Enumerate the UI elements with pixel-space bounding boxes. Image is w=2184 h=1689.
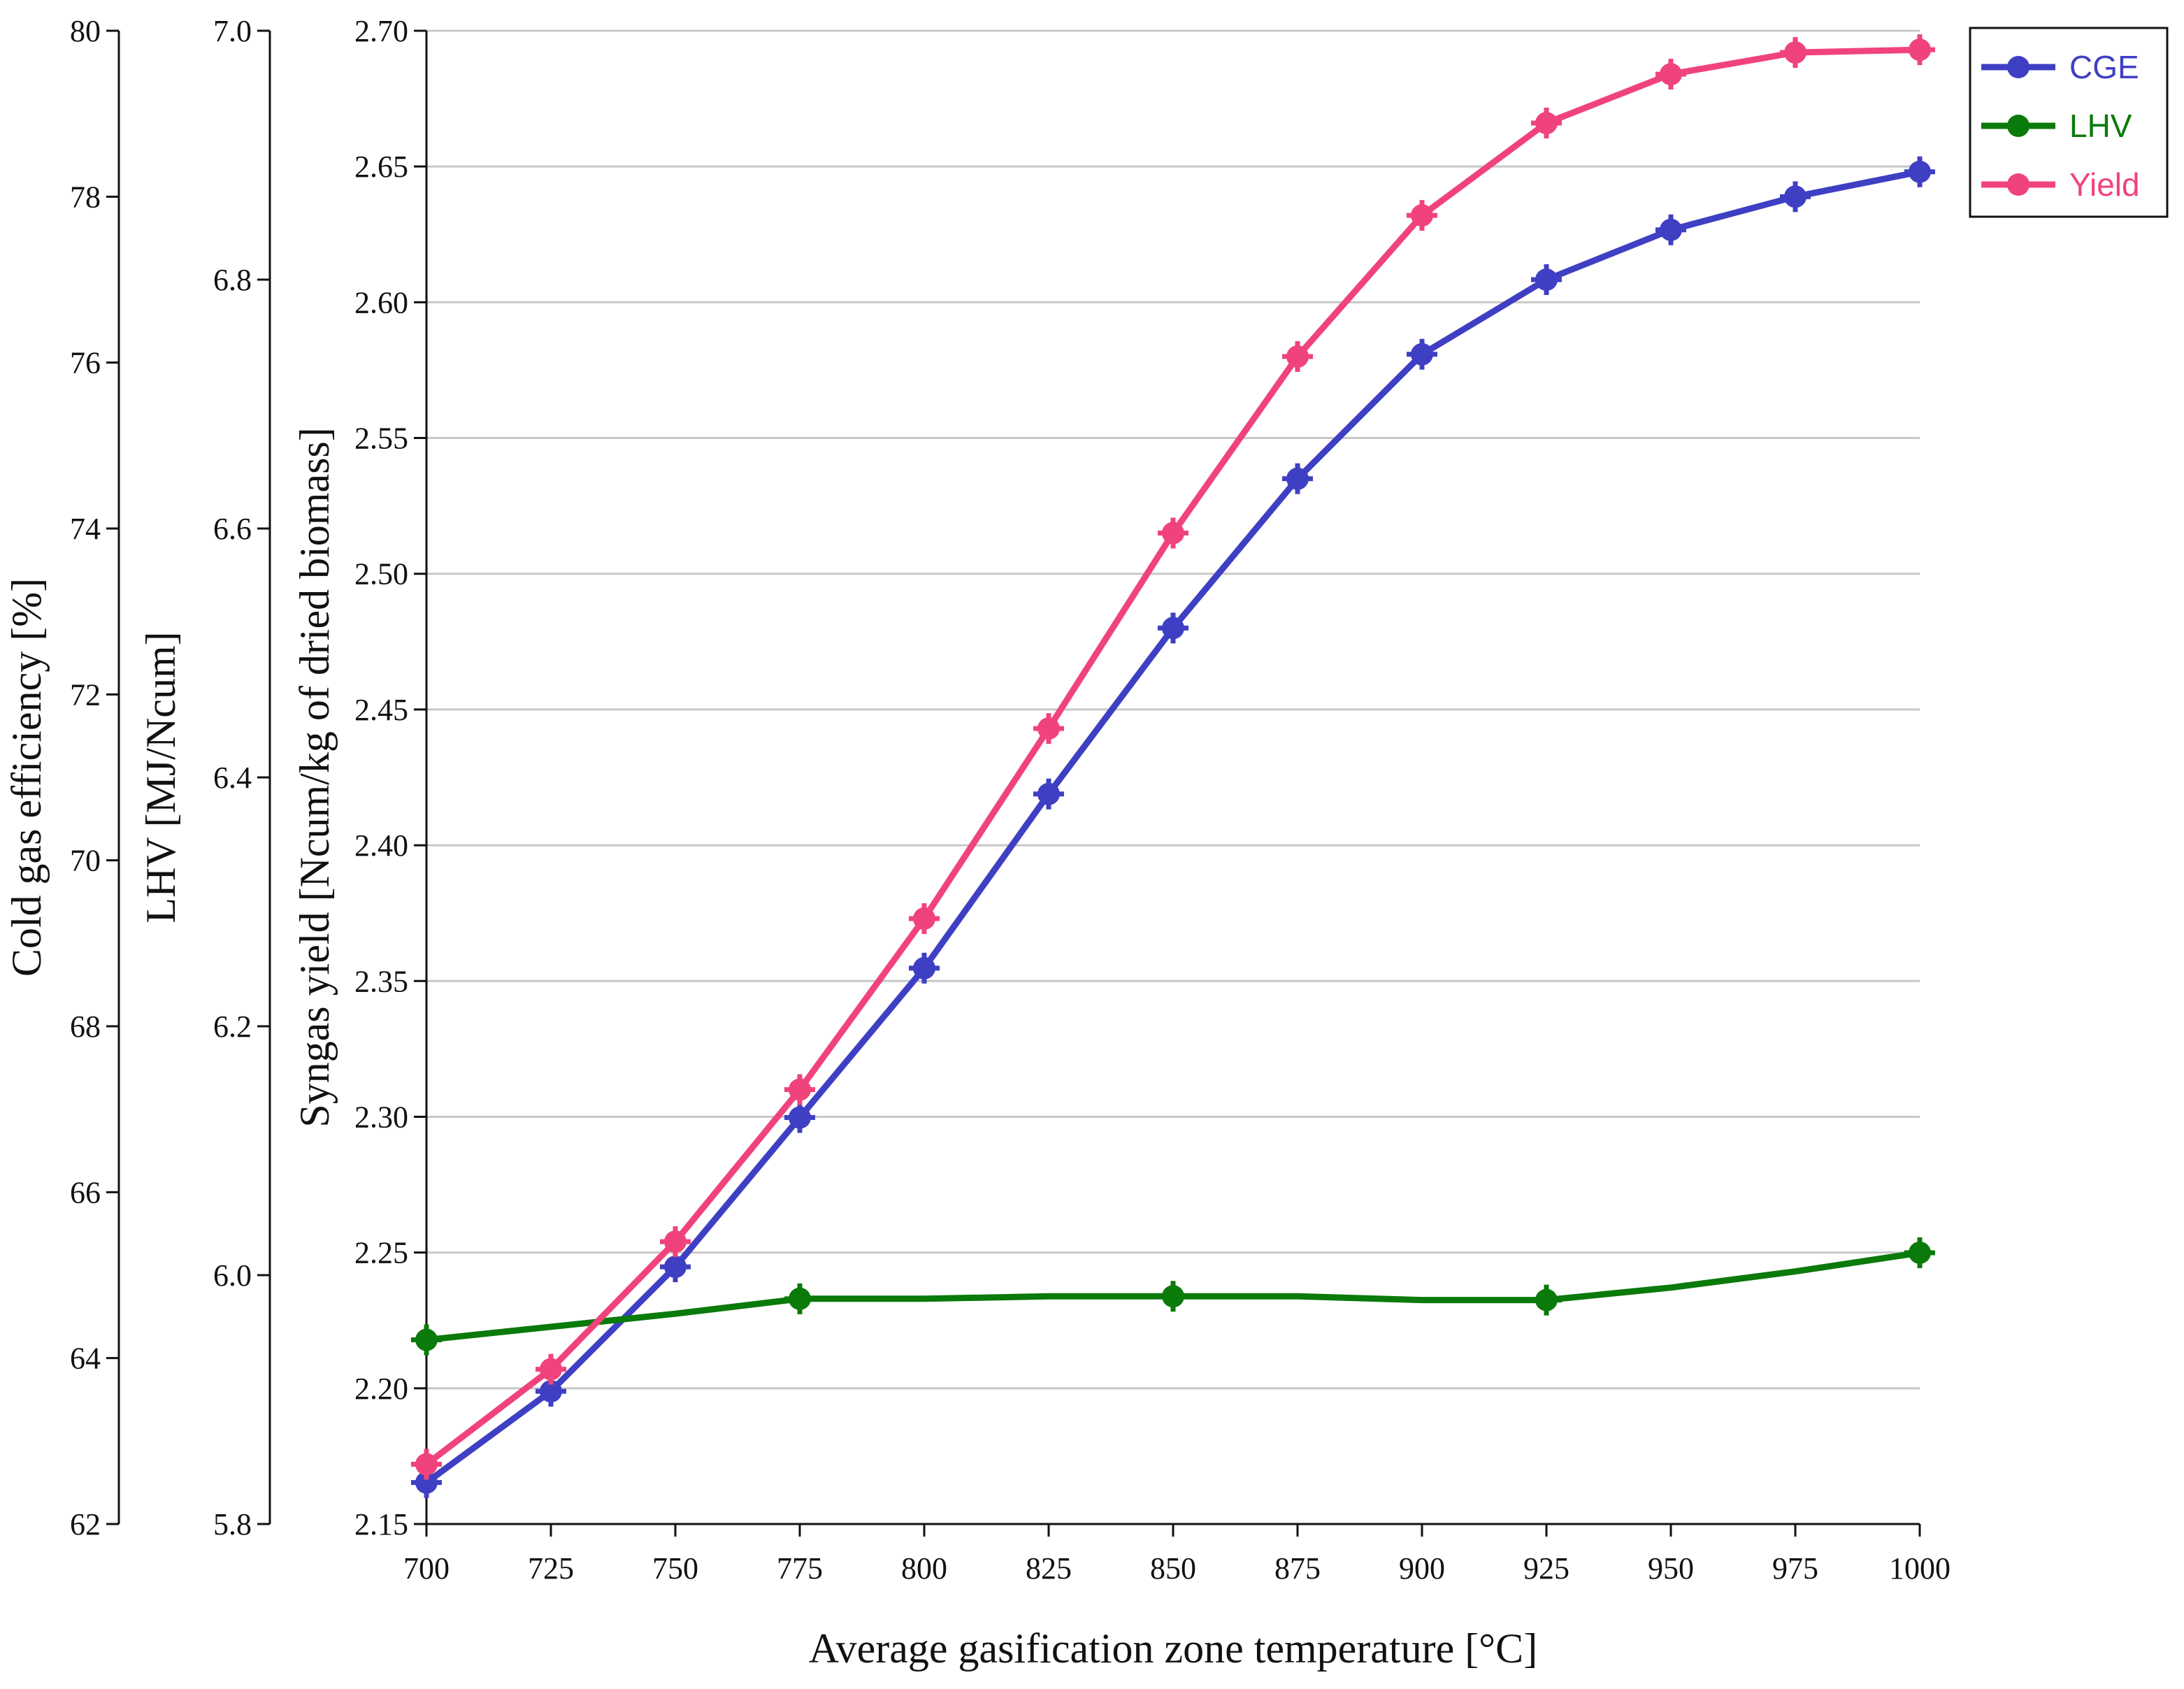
x-tick-label: 925 [1523,1551,1569,1586]
lhv-tick-label: 6.4 [213,761,252,795]
axes: 62 64 66 68 70 72 74 76 78 80 Cold gas efficiency … [3,14,1950,1672]
cge-tick-label: 64 [70,1342,101,1376]
yield-tick-label: 2.70 [354,14,408,48]
cge-tick-label: 66 [70,1175,101,1209]
yield-tick-label: 2.15 [354,1507,408,1541]
cge-tick-label: 76 [70,346,101,380]
lhv-tick-label: 6.8 [213,263,252,297]
lhv-tick-label: 6.0 [213,1258,252,1293]
lhv-axis-label: LHV [MJ/Ncum] [138,631,184,923]
yield-tick-label: 2.25 [354,1236,408,1270]
x-tick-label: 850 [1150,1551,1196,1586]
lhv-line [423,1249,1923,1344]
yield-tick-label: 2.35 [354,964,408,998]
gridlines [426,29,1920,1390]
x-tick-label: 950 [1648,1551,1694,1586]
x-tick-label: 700 [403,1551,450,1586]
cge-tick-label: 74 [70,512,101,546]
lhv-tick-label: 6.6 [213,512,252,546]
cge-tick-label: 68 [70,1009,101,1044]
x-tick-label: 975 [1772,1551,1818,1586]
x-tick-label: 800 [901,1551,947,1586]
lhv-tick-label: 7.0 [213,14,252,48]
yield-axis-label: Syngas yield [Ncum/kg of dried biomass] [292,427,338,1128]
legend-marker-lhv [2007,115,2029,137]
x-tick-label: 725 [528,1551,574,1586]
legend-label-cge: CGE [2069,49,2139,85]
x-tick-label: 750 [652,1551,698,1586]
lhv-tick-label: 6.2 [213,1009,252,1044]
cge-tick-label: 80 [70,14,101,48]
x-axis-label: Average gasification zone temperature [°… [809,1625,1537,1672]
x-tick-label: 875 [1274,1551,1321,1586]
x-tick-label: 900 [1399,1551,1445,1586]
x-tick-label: 775 [777,1551,823,1586]
x-tick-label: 825 [1026,1551,1072,1586]
cge-tick-label: 62 [70,1507,101,1541]
lhv-tick-label: 5.8 [213,1507,252,1541]
cge-tick-label: 70 [70,844,101,878]
yield-tick-label: 2.30 [354,1100,408,1134]
legend[interactable]: CGE LHV Yield [1969,27,2169,218]
legend-label-lhv: LHV [2069,108,2132,144]
series-layer [411,34,1935,1498]
legend-marker-cge [2007,56,2029,78]
yield-tick-label: 2.45 [354,693,408,727]
legend-marker-yield [2007,173,2029,196]
yield-tick-label: 2.50 [354,557,408,591]
yield-tick-label: 2.65 [354,150,408,184]
yield-tick-label: 2.60 [354,285,408,319]
x-tick-label: 1000 [1889,1551,1950,1586]
yield-tick-label: 2.55 [354,422,408,456]
cge-axis-label: Cold gas efficiency [%] [3,578,50,977]
cge-tick-label: 72 [70,677,101,712]
yield-tick-label: 2.40 [354,828,408,863]
yield-tick-label: 2.20 [354,1372,408,1406]
legend-label-yield: Yield [2069,166,2140,203]
cge-tick-label: 78 [70,180,101,214]
